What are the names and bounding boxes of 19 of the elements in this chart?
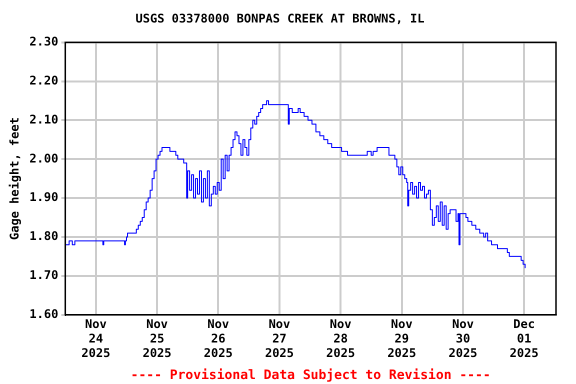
- y-tick-label: 1.90: [29, 190, 58, 204]
- x-tick-label: Nov 27 2025: [264, 317, 294, 360]
- y-axis-title: Gage height, feet: [7, 117, 22, 240]
- x-tick-label: Nov 29 2025: [387, 317, 416, 360]
- x-tick-label: Nov 30 2025: [448, 317, 478, 360]
- x-tick-label: Nov 28 2025: [326, 317, 356, 360]
- y-tick-label: 2.20: [29, 73, 58, 88]
- x-tick-label: Nov 26 2025: [204, 317, 233, 360]
- y-tick-label: 2.30: [29, 34, 58, 49]
- x-tick-label: Nov 25 2025: [142, 317, 172, 360]
- y-tick-label: 1.80: [29, 229, 58, 244]
- text: ---- Provisional Data Subject to Revision ----: [130, 368, 491, 383]
- y-tick-label: 1.70: [29, 268, 58, 282]
- chart-title: USGS 03378000 BONPAS CREEK AT BROWNS, IL: [136, 11, 424, 26]
- y-tick-label: 2.00: [29, 151, 58, 166]
- x-tick-label: Nov 24 2025: [81, 317, 110, 360]
- y-tick-label: 1.60: [29, 306, 58, 321]
- y-tick-label: 2.10: [29, 112, 58, 126]
- x-tick-label: Dec 01 2025: [510, 317, 539, 360]
